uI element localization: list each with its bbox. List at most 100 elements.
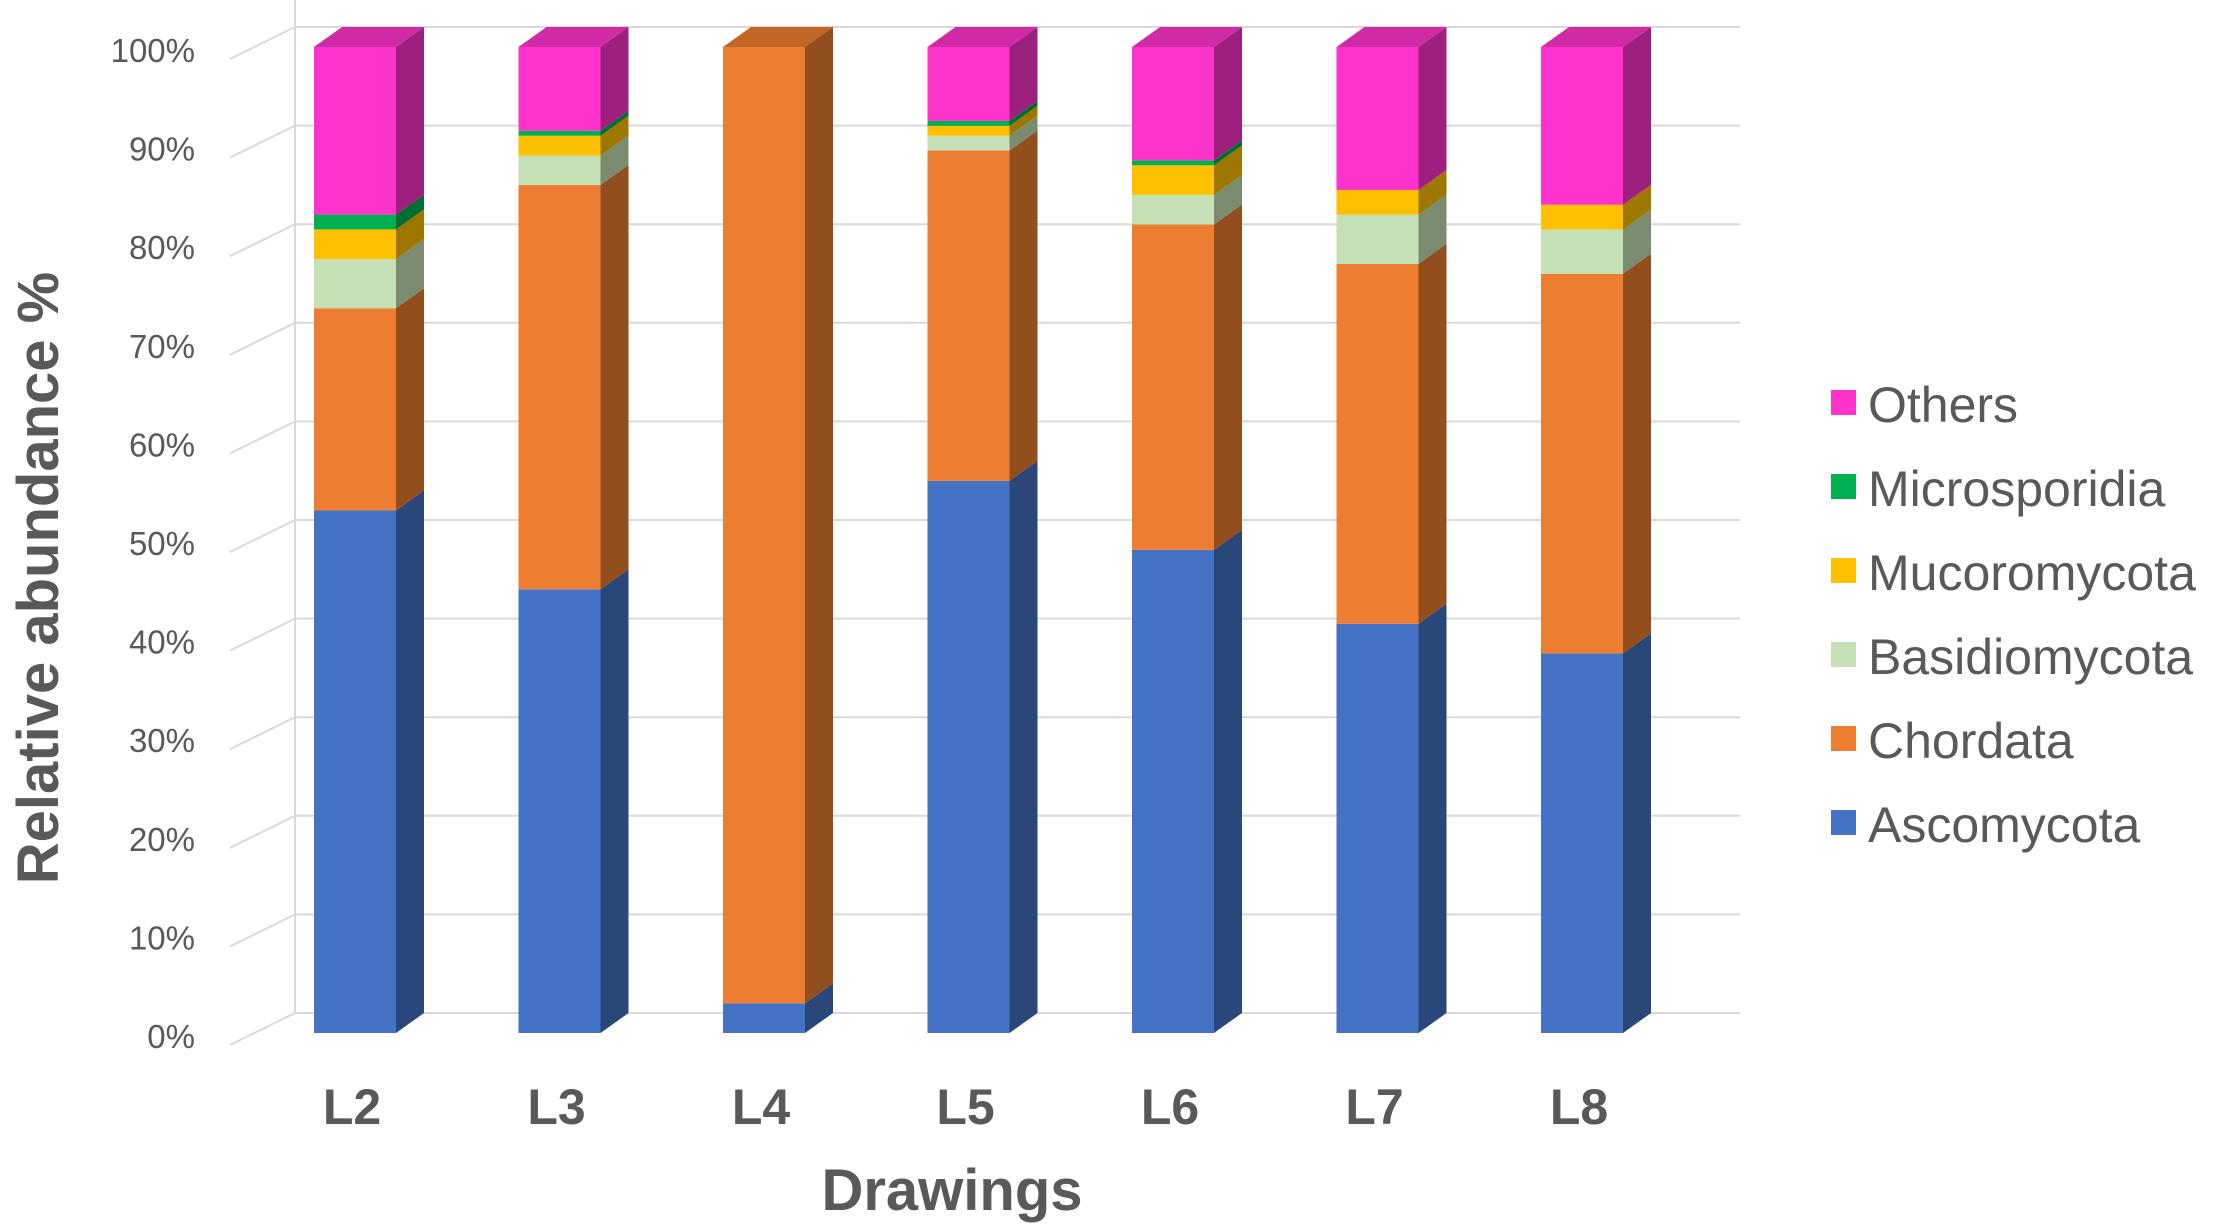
bar-side — [1418, 169, 1447, 215]
bar-segment — [314, 209, 424, 259]
bar-stack-l6 — [1132, 27, 1242, 1033]
bar-top — [927, 27, 1038, 47]
bar-top — [1132, 27, 1242, 47]
bar-stack-l7 — [1336, 27, 1447, 1033]
x-tick-label: L6 — [1141, 1079, 1199, 1135]
bar-front — [1132, 194, 1214, 225]
bar-front — [1336, 214, 1419, 264]
x-category-labels: L2 L3 L4 L5 L6 L7 L8 — [323, 1079, 1608, 1135]
bar-front — [314, 47, 396, 215]
legend-item: Others — [1831, 377, 2018, 433]
gridline-depth — [229, 321, 296, 356]
gridline-depth — [229, 26, 296, 60]
bar-side — [1009, 27, 1038, 121]
bar-segment — [1336, 169, 1447, 215]
bar-front — [1541, 47, 1623, 205]
gridline-depth — [229, 519, 296, 553]
bar-side — [600, 165, 629, 590]
bar-segment — [518, 165, 629, 590]
y-tick-label: 80% — [129, 229, 195, 266]
bar-front — [927, 135, 1010, 151]
bar-side — [1009, 115, 1038, 151]
bar-side — [1623, 184, 1651, 230]
legend-label: Ascomycota — [1868, 797, 2141, 853]
bar-front — [927, 150, 1010, 481]
bar-side — [600, 135, 629, 186]
bar-side — [1009, 105, 1038, 136]
bar-side — [600, 115, 629, 156]
bar-side — [1214, 174, 1242, 225]
bar-segment — [314, 27, 424, 215]
bar-side — [1623, 253, 1651, 654]
bar-top — [518, 27, 629, 47]
bar-front — [518, 135, 601, 156]
legend-item: Microsporidia — [1831, 461, 2166, 517]
bar-front — [1132, 47, 1214, 161]
bar-side — [1214, 145, 1242, 195]
legend-swatch — [1831, 558, 1856, 583]
bar-side — [1418, 243, 1447, 624]
legend-label: Basidiomycota — [1868, 629, 2193, 685]
bar-front — [518, 185, 601, 590]
bar-segment — [1132, 140, 1242, 166]
legend-label: Mucoromycota — [1868, 545, 2196, 601]
y-tick-label: 60% — [129, 426, 195, 463]
bar-side — [600, 569, 629, 1033]
x-axis-title: Drawings — [821, 1158, 1082, 1223]
bar-front — [927, 125, 1010, 136]
bar-front — [1336, 47, 1419, 190]
bar-side — [396, 490, 424, 1033]
bar-side — [600, 110, 629, 136]
bar-segment — [1132, 529, 1242, 1033]
bar-segment — [1336, 243, 1447, 624]
bar-front — [1132, 224, 1214, 550]
y-tick-labels: 0% 10% 20% 30% 40% 50% 60% 70% 80% 90% 100% — [111, 32, 195, 1055]
bar-segment — [723, 27, 833, 1004]
bar-segment — [518, 110, 629, 136]
bar-segment — [927, 130, 1038, 481]
y-tick-label: 90% — [129, 131, 195, 168]
bar-segment — [314, 194, 424, 230]
bar-segment — [927, 115, 1038, 151]
bar-segment — [1336, 194, 1447, 264]
bar-segment — [1541, 27, 1651, 205]
x-tick-label: L3 — [527, 1079, 585, 1135]
bar-side — [1418, 194, 1447, 264]
y-tick-label: 10% — [129, 919, 195, 956]
bar-side — [1009, 130, 1038, 481]
y-tick-label: 70% — [129, 328, 195, 365]
bar-stack-l2 — [314, 27, 424, 1033]
gridline-depth — [229, 223, 296, 258]
bar-front — [314, 510, 396, 1033]
bar-front — [1132, 549, 1214, 1033]
bar-side — [1623, 209, 1651, 274]
bar-front — [314, 229, 396, 259]
bar-front — [723, 47, 805, 1004]
bar-segment — [518, 569, 629, 1033]
bar-front — [1132, 165, 1214, 195]
bar-front — [314, 308, 396, 511]
bar-segment — [1541, 209, 1651, 274]
bar-side — [1623, 27, 1651, 205]
gridline-depth — [229, 124, 296, 159]
bar-front — [1541, 653, 1623, 1033]
bar-top — [1541, 27, 1651, 47]
bar-side — [396, 288, 424, 511]
bar-front — [518, 47, 601, 131]
bar-side — [1009, 460, 1038, 1034]
y-tick-label: 20% — [129, 821, 195, 858]
legend-label: Others — [1868, 377, 2018, 433]
bar-segment — [1336, 603, 1447, 1033]
bar-front — [518, 130, 601, 136]
legend-label: Microsporidia — [1868, 461, 2166, 517]
bar-side — [1418, 603, 1447, 1033]
bar-segment — [518, 27, 629, 131]
legend-label: Chordata — [1868, 713, 2074, 769]
bar-side — [396, 209, 424, 259]
bar-front — [314, 258, 396, 309]
legend-swatch — [1831, 726, 1856, 751]
bar-segment — [1132, 174, 1242, 225]
bar-top — [314, 27, 424, 47]
legend-swatch — [1831, 810, 1856, 835]
bar-segment — [723, 983, 833, 1033]
